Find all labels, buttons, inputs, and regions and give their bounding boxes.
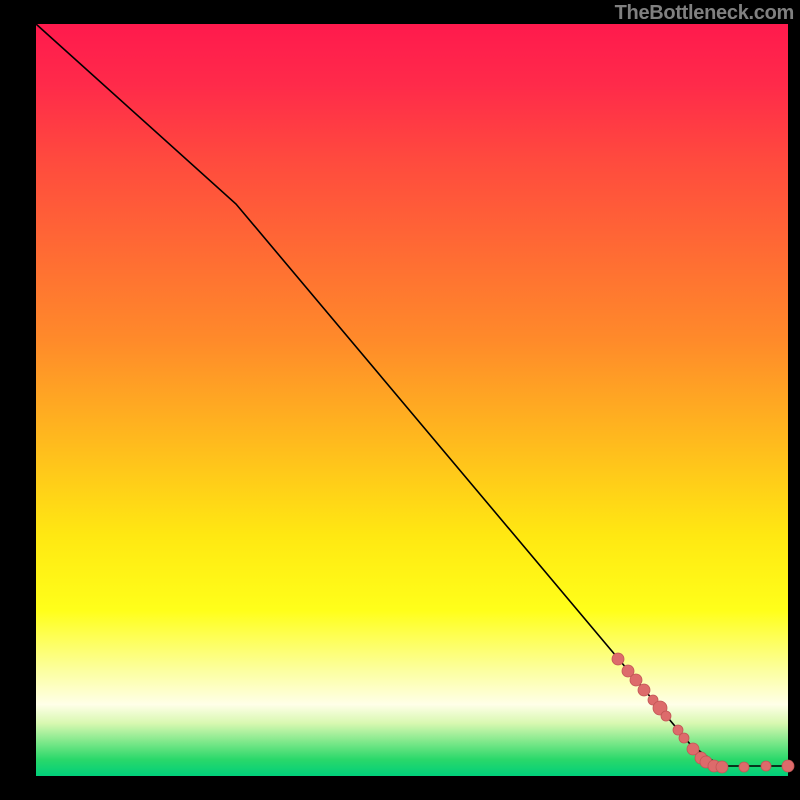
chart-container [0,0,800,800]
data-marker [739,762,749,772]
data-marker [679,733,689,743]
watermark-text: TheBottleneck.com [615,2,794,25]
data-marker [716,761,728,773]
data-marker [782,760,794,772]
data-marker [638,684,650,696]
data-marker [612,653,624,665]
chart-background [36,24,788,776]
data-marker [761,761,771,771]
data-marker [661,711,671,721]
bottleneck-chart [0,0,800,800]
data-marker [630,674,642,686]
